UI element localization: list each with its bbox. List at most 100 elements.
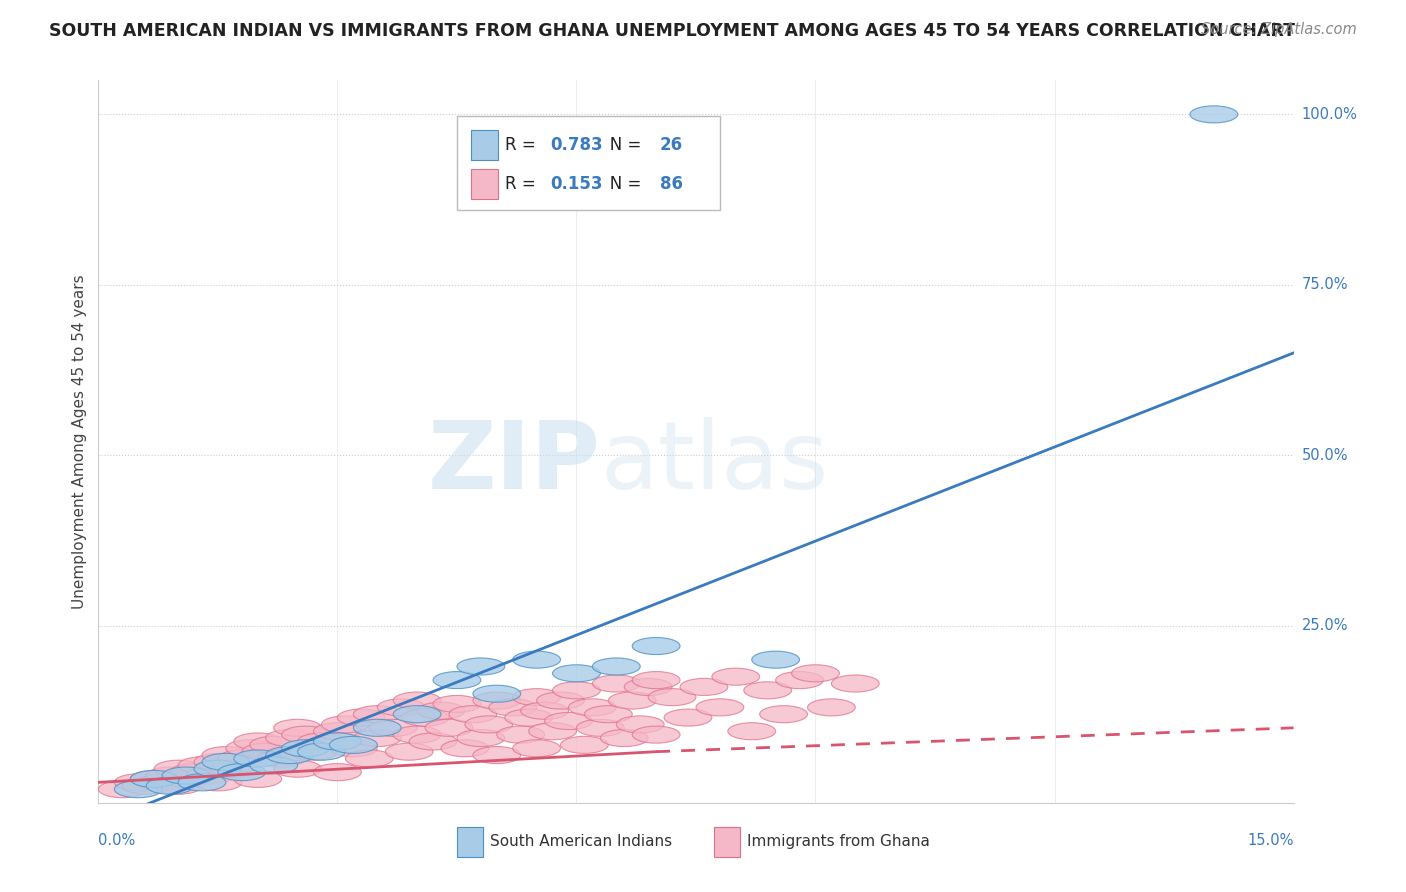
- Text: N =: N =: [595, 176, 647, 194]
- Ellipse shape: [728, 723, 776, 739]
- Ellipse shape: [202, 754, 250, 771]
- Ellipse shape: [155, 760, 202, 777]
- Ellipse shape: [633, 726, 681, 743]
- Ellipse shape: [489, 698, 537, 716]
- Ellipse shape: [353, 730, 401, 747]
- Text: ZIP: ZIP: [427, 417, 600, 509]
- Ellipse shape: [122, 777, 170, 794]
- Ellipse shape: [179, 756, 226, 774]
- Text: 0.783: 0.783: [550, 136, 603, 154]
- Y-axis label: Unemployment Among Ages 45 to 54 years: Unemployment Among Ages 45 to 54 years: [72, 274, 87, 609]
- Ellipse shape: [513, 689, 561, 706]
- Text: Source: ZipAtlas.com: Source: ZipAtlas.com: [1201, 22, 1357, 37]
- Ellipse shape: [776, 672, 824, 689]
- Ellipse shape: [553, 665, 600, 681]
- Ellipse shape: [233, 733, 281, 750]
- Ellipse shape: [394, 692, 441, 709]
- Text: 100.0%: 100.0%: [1302, 107, 1358, 122]
- Text: 15.0%: 15.0%: [1247, 833, 1294, 848]
- Ellipse shape: [114, 774, 162, 791]
- Text: 50.0%: 50.0%: [1302, 448, 1348, 463]
- Ellipse shape: [385, 743, 433, 760]
- Ellipse shape: [98, 780, 146, 797]
- Ellipse shape: [394, 726, 441, 743]
- Ellipse shape: [696, 698, 744, 716]
- Ellipse shape: [281, 739, 329, 756]
- Ellipse shape: [472, 747, 520, 764]
- Text: SOUTH AMERICAN INDIAN VS IMMIGRANTS FROM GHANA UNEMPLOYMENT AMONG AGES 45 TO 54 : SOUTH AMERICAN INDIAN VS IMMIGRANTS FROM…: [49, 22, 1295, 40]
- Text: R =: R =: [505, 176, 541, 194]
- Text: N =: N =: [595, 136, 647, 154]
- Ellipse shape: [711, 668, 759, 685]
- Ellipse shape: [759, 706, 807, 723]
- Ellipse shape: [202, 747, 250, 764]
- Ellipse shape: [600, 730, 648, 747]
- Text: 0.0%: 0.0%: [98, 833, 135, 848]
- Text: Immigrants from Ghana: Immigrants from Ghana: [748, 834, 931, 849]
- Ellipse shape: [146, 767, 194, 784]
- Ellipse shape: [233, 771, 281, 788]
- Ellipse shape: [831, 675, 879, 692]
- Ellipse shape: [131, 771, 179, 788]
- Ellipse shape: [513, 739, 561, 756]
- Text: 25.0%: 25.0%: [1302, 618, 1348, 633]
- Ellipse shape: [409, 733, 457, 750]
- Ellipse shape: [353, 706, 401, 723]
- Ellipse shape: [314, 764, 361, 780]
- Ellipse shape: [266, 730, 314, 747]
- Ellipse shape: [592, 658, 640, 675]
- Ellipse shape: [179, 774, 226, 791]
- Ellipse shape: [138, 774, 186, 791]
- Ellipse shape: [186, 767, 233, 784]
- Ellipse shape: [449, 706, 496, 723]
- Ellipse shape: [425, 719, 472, 736]
- Ellipse shape: [218, 764, 266, 780]
- Ellipse shape: [274, 719, 322, 736]
- Ellipse shape: [529, 723, 576, 739]
- Ellipse shape: [281, 726, 329, 743]
- Ellipse shape: [218, 750, 266, 767]
- Ellipse shape: [792, 665, 839, 681]
- Ellipse shape: [537, 692, 585, 709]
- Ellipse shape: [314, 723, 361, 739]
- Ellipse shape: [576, 719, 624, 736]
- FancyBboxPatch shape: [471, 169, 498, 200]
- Ellipse shape: [807, 698, 855, 716]
- Ellipse shape: [616, 716, 664, 733]
- Ellipse shape: [322, 716, 370, 733]
- Ellipse shape: [226, 739, 274, 756]
- Ellipse shape: [194, 754, 242, 771]
- Ellipse shape: [648, 689, 696, 706]
- Ellipse shape: [242, 743, 290, 760]
- Ellipse shape: [401, 709, 449, 726]
- Ellipse shape: [346, 750, 394, 767]
- Ellipse shape: [633, 638, 681, 655]
- FancyBboxPatch shape: [457, 117, 720, 211]
- Ellipse shape: [585, 706, 633, 723]
- Ellipse shape: [131, 771, 179, 788]
- Ellipse shape: [505, 709, 553, 726]
- Ellipse shape: [513, 651, 561, 668]
- Ellipse shape: [209, 760, 257, 777]
- Ellipse shape: [162, 771, 209, 788]
- Text: 0.153: 0.153: [550, 176, 603, 194]
- Ellipse shape: [553, 681, 600, 698]
- Text: R =: R =: [505, 136, 541, 154]
- Ellipse shape: [114, 780, 162, 797]
- Ellipse shape: [457, 658, 505, 675]
- Ellipse shape: [433, 696, 481, 713]
- FancyBboxPatch shape: [471, 130, 498, 161]
- Ellipse shape: [568, 698, 616, 716]
- Ellipse shape: [752, 651, 800, 668]
- Ellipse shape: [170, 764, 218, 780]
- Ellipse shape: [377, 698, 425, 716]
- FancyBboxPatch shape: [457, 827, 484, 857]
- Ellipse shape: [544, 713, 592, 730]
- Ellipse shape: [250, 736, 298, 754]
- Ellipse shape: [472, 685, 520, 702]
- Ellipse shape: [162, 767, 209, 784]
- Ellipse shape: [353, 719, 401, 736]
- Ellipse shape: [664, 709, 711, 726]
- Ellipse shape: [496, 726, 544, 743]
- Text: South American Indians: South American Indians: [491, 834, 672, 849]
